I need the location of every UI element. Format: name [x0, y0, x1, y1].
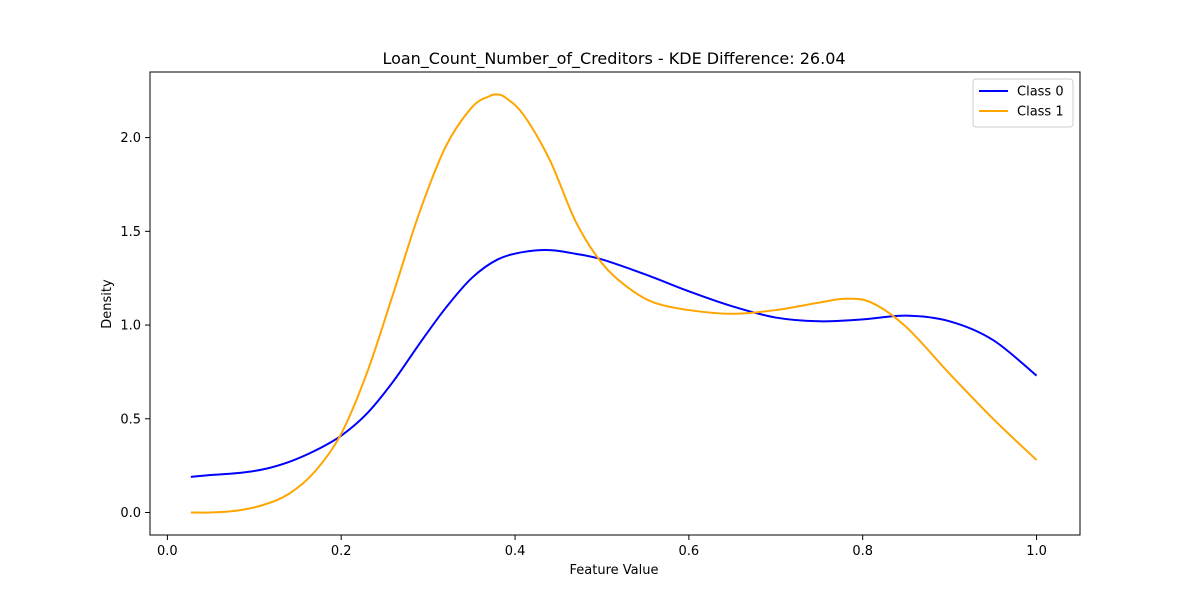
x-axis-label: Feature Value: [570, 563, 659, 578]
y-tick-label: 2.0: [120, 131, 141, 146]
y-axis-label: Density: [100, 279, 115, 329]
plot-frame: [149, 71, 1081, 536]
x-tick-label: 0.2: [331, 544, 352, 559]
x-tick-label: 0.4: [505, 544, 526, 559]
chart-title: Loan_Count_Number_of_Creditors - KDE Dif…: [382, 49, 845, 69]
x-tick-label: 0.6: [679, 544, 700, 559]
y-axis: 0.0 0.5 1.0 1.5 2.0: [120, 131, 150, 521]
x-tick-label: 0.0: [157, 544, 178, 559]
legend-label-class-1: Class 1: [1017, 105, 1064, 120]
x-axis: 0.0 0.2 0.4 0.6 0.8 1.0: [157, 535, 1047, 559]
plot-area: [149, 71, 1081, 536]
y-tick-label: 1.5: [120, 225, 141, 240]
y-tick-label: 0.5: [120, 412, 141, 427]
x-tick-label: 0.8: [852, 544, 873, 559]
series-line-class-1: [190, 93, 1038, 514]
y-tick-label: 1.0: [120, 319, 141, 334]
legend: Class 0 Class 1: [972, 78, 1074, 128]
y-tick-label: 0.0: [120, 506, 141, 521]
legend-label-class-0: Class 0: [1017, 85, 1064, 100]
series-line-class-0: [190, 249, 1038, 478]
x-tick-label: 1.0: [1026, 544, 1047, 559]
